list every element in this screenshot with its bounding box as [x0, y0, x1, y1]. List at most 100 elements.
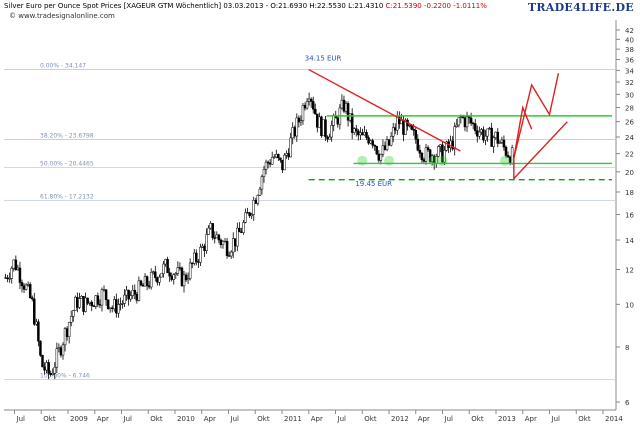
header-close-change: C:21.5390 -0.2200 -1.0111%	[385, 2, 487, 10]
candle-body	[147, 285, 151, 288]
candle-body	[172, 274, 176, 280]
candle-body	[244, 212, 247, 223]
candle-body	[45, 362, 48, 371]
candle-body	[322, 119, 325, 137]
candle-body	[385, 139, 389, 150]
support-touch-marker	[428, 155, 439, 166]
y-tick-label: 8	[625, 344, 629, 352]
y-tick-label: 26	[625, 119, 634, 127]
candle-body	[113, 299, 116, 309]
candle-body	[69, 316, 73, 323]
x-tick-label: Okt	[471, 415, 484, 423]
candle-body	[84, 297, 87, 312]
candle-body	[100, 289, 104, 306]
candle-body	[443, 149, 446, 163]
candle-body	[439, 144, 442, 147]
candle-body	[86, 297, 89, 304]
candle-body	[287, 153, 290, 158]
candle-body	[115, 299, 118, 314]
candle-body	[30, 297, 34, 300]
candle-body	[455, 124, 459, 127]
candle-body	[135, 294, 139, 301]
candle-body	[82, 296, 85, 312]
candle-body	[393, 127, 397, 131]
candle-body	[316, 113, 319, 128]
y-tick-label: 28	[625, 105, 634, 113]
fib-level-label: 100.00% - 6.746	[40, 373, 90, 380]
x-tick-label: 2012	[391, 415, 409, 423]
candle-body	[197, 261, 200, 263]
candle-body	[20, 282, 24, 287]
downtrend-line	[308, 68, 461, 152]
x-tick-label: Jul	[123, 415, 133, 423]
candle-body	[39, 340, 42, 356]
header-title: Silver Euro per Ounce Spot Prices [XAGEU…	[4, 2, 384, 10]
candle-body	[326, 136, 329, 140]
candle-body	[16, 267, 20, 270]
candle-body	[504, 146, 508, 156]
candle-body	[414, 130, 417, 140]
candle-body	[151, 271, 155, 273]
candle-body	[238, 227, 241, 233]
candle-body	[494, 131, 497, 138]
candle-body	[22, 285, 26, 290]
candle-body	[223, 240, 227, 243]
candle-body	[141, 284, 145, 287]
candle-body	[422, 159, 426, 162]
candle-body	[37, 321, 40, 342]
candle-body	[180, 267, 184, 287]
candle-body	[314, 108, 317, 115]
candle-body	[176, 267, 180, 274]
candle-body	[260, 176, 264, 190]
candle-body	[119, 303, 122, 305]
candle-body	[437, 146, 440, 157]
candle-body	[74, 296, 77, 311]
candle-body	[291, 127, 294, 139]
x-tick-label: Apr	[97, 415, 109, 423]
candle-body	[272, 156, 276, 158]
candle-body	[344, 103, 348, 112]
candle-body	[12, 259, 16, 269]
y-tick-label: 6	[625, 399, 630, 407]
candle-body	[383, 145, 387, 150]
x-tick-label: Jul	[337, 415, 347, 423]
candle-body	[137, 280, 141, 301]
fib-level-label: 61.80% - 17.2132	[40, 194, 94, 201]
x-tick-label: 2010	[177, 415, 195, 423]
candle-body	[4, 277, 7, 279]
candle-body	[213, 237, 217, 239]
candle-body	[275, 153, 278, 158]
candle-body	[297, 117, 301, 123]
candle-body	[59, 347, 63, 356]
candle-body	[139, 280, 143, 286]
candle-body	[264, 161, 268, 170]
candle-body	[471, 122, 475, 125]
candle-body	[108, 307, 112, 309]
candle-body	[26, 284, 30, 286]
candle-body	[106, 299, 110, 309]
projection-arrow	[513, 105, 533, 159]
candle-body	[227, 255, 231, 257]
x-tick-label: Apr	[418, 415, 430, 423]
candle-body	[102, 289, 106, 291]
candle-body	[57, 347, 61, 349]
candle-body	[320, 116, 323, 137]
candle-body	[236, 227, 239, 247]
candle-body	[203, 245, 206, 251]
candle-body	[18, 267, 22, 283]
candle-body	[299, 120, 303, 123]
candle-body	[174, 273, 178, 276]
candle-body	[53, 366, 57, 374]
candle-body	[104, 289, 108, 301]
candle-body	[96, 295, 100, 305]
candle-body	[404, 119, 407, 135]
candle-body	[242, 222, 245, 233]
candle-body	[348, 113, 352, 121]
candle-body	[67, 322, 71, 337]
candle-body	[145, 276, 149, 286]
candle-body	[469, 117, 473, 124]
candle-body	[396, 116, 399, 131]
x-tick-label: 2013	[498, 415, 516, 423]
candle-body	[293, 127, 297, 137]
candle-body	[209, 223, 212, 229]
